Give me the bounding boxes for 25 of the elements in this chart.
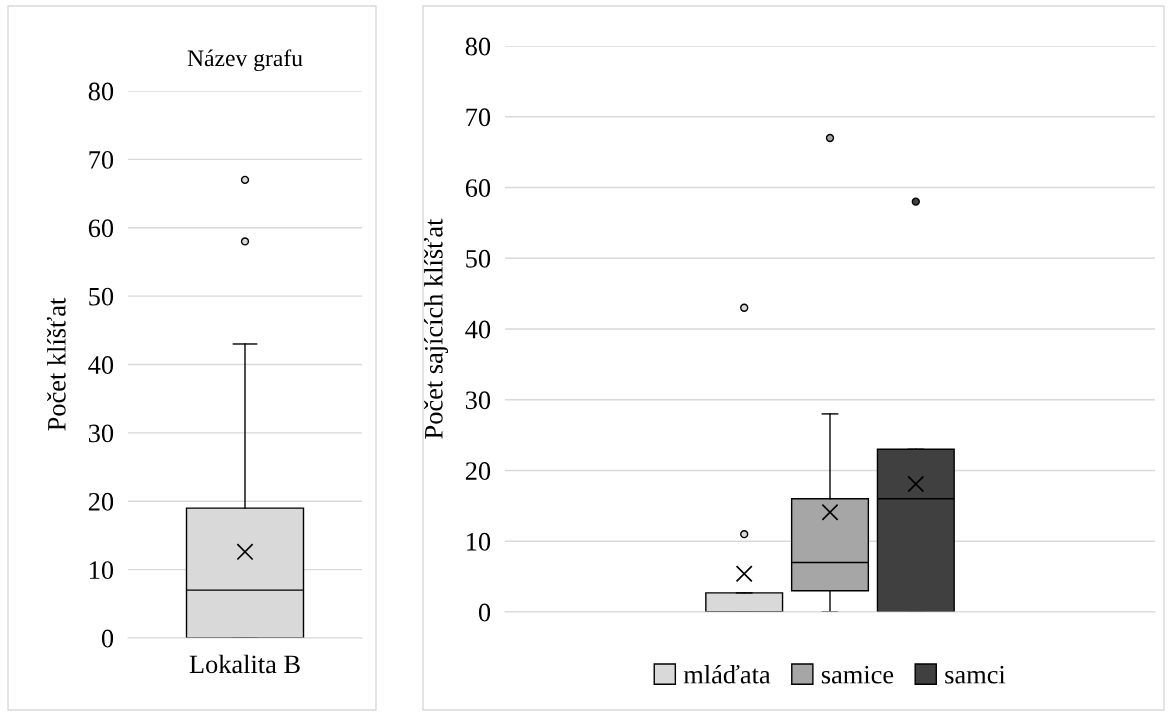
y-tick-label: 50	[466, 249, 491, 268]
y-tick-label: 0	[478, 603, 491, 622]
y-tick-label: 60	[465, 179, 491, 197]
x-tick-label: Lokalita B	[189, 654, 300, 674]
y-tick-label: 70	[466, 108, 491, 127]
y-tick-label: 50	[89, 287, 114, 306]
y-tick-label: 20	[88, 492, 114, 511]
y-tick-label: 0	[101, 629, 114, 648]
y-tick-label: 80	[88, 82, 114, 101]
chart-title: Název grafu	[187, 49, 303, 72]
y-tick-label: 60	[88, 219, 114, 238]
y-tick-label: 80	[465, 37, 491, 56]
legend-label: samice	[821, 665, 894, 684]
y-tick-label: 40	[88, 356, 114, 374]
y-axis-title: Počet klíšťat	[46, 297, 66, 431]
y-tick-label: 20	[465, 462, 491, 480]
y-axis-title: Počet sajících klíšťat	[423, 218, 449, 439]
legend-label: samci	[945, 665, 1006, 684]
y-tick-label: 30	[88, 424, 114, 443]
y-tick-label: 70	[89, 150, 114, 169]
y-tick-label: 10	[90, 561, 114, 580]
y-tick-label: 10	[467, 532, 491, 551]
legend-label: mláďata	[683, 664, 771, 684]
y-tick-label: 30	[465, 391, 491, 410]
y-tick-label: 40	[465, 320, 491, 339]
